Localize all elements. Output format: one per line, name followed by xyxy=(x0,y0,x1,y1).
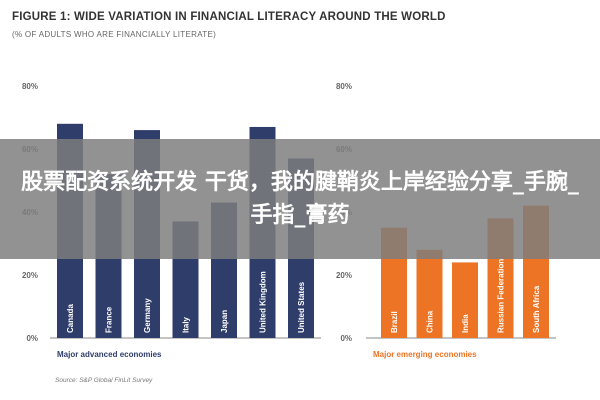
y-tick-label: 0% xyxy=(340,334,352,343)
y-tick-label: 20% xyxy=(22,271,38,280)
category-label: United Kingdom xyxy=(259,271,268,333)
category-label: Canada xyxy=(66,304,75,333)
category-label: South Africa xyxy=(532,285,541,333)
category-label: Japan xyxy=(220,310,229,333)
y-tick-label: 80% xyxy=(22,82,38,91)
source-note: Source: S&P Global FinLit Survey xyxy=(55,377,153,384)
category-label: Russian Federation xyxy=(497,259,506,333)
category-label: Germany xyxy=(143,298,152,333)
category-label: Italy xyxy=(182,316,191,333)
x-axis-label: Major advanced economies xyxy=(57,350,162,359)
overlay-banner: 股票配资系统开发 干货，我的腱鞘炎上岸经验分享_手腕_手指_膏药 xyxy=(0,139,600,259)
chart-subtitle: (% OF ADULTS WHO ARE FINANCIALLY LITERAT… xyxy=(12,30,217,39)
banner-text: 股票配资系统开发 干货，我的腱鞘炎上岸经验分享_手腕_手指_膏药 xyxy=(21,170,579,228)
bar-china xyxy=(416,249,443,338)
y-tick-label: 0% xyxy=(26,334,38,343)
category-label: United States xyxy=(297,281,306,333)
y-tick-label: 80% xyxy=(336,82,352,91)
bar-india xyxy=(452,262,478,338)
category-label: France xyxy=(105,306,114,333)
y-tick-label: 20% xyxy=(336,271,352,280)
category-label: China xyxy=(426,310,435,333)
x-axis-label: Major emerging economies xyxy=(373,350,477,359)
category-label: Brazil xyxy=(390,311,399,333)
chart-title: FIGURE 1: WIDE VARIATION IN FINANCIAL LI… xyxy=(12,11,446,23)
category-label: India xyxy=(461,314,470,333)
